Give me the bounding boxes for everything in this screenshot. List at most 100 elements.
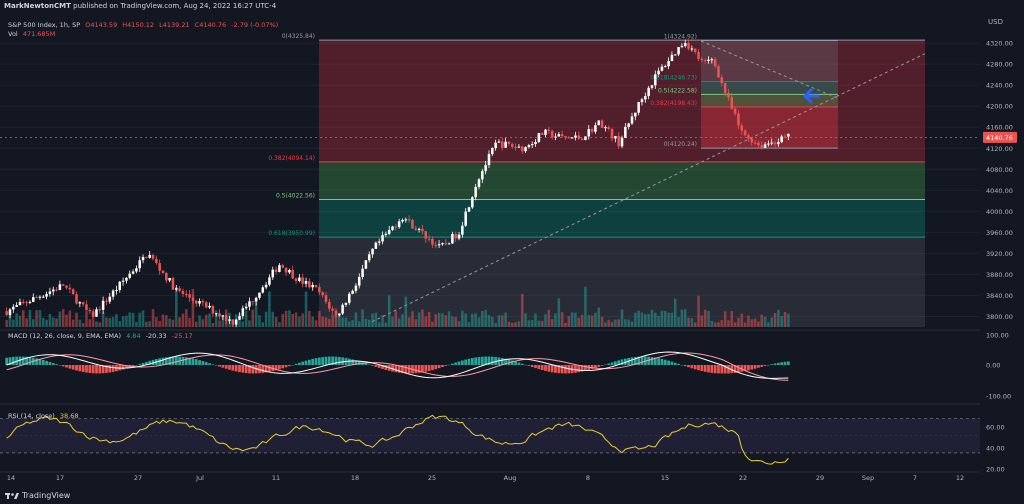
volume-bar (567, 316, 571, 327)
macd-histogram-bar (291, 364, 295, 366)
candle-body (387, 230, 391, 234)
price-axis[interactable]: USD 4320.00 4280.00 4240.00 4200.00 4160.00 41… (980, 0, 1024, 504)
rsi-tick-label: 40.00 (986, 445, 1005, 453)
macd-value-3: -25.17 (171, 332, 193, 340)
candle-body (424, 231, 428, 239)
axis-background (980, 0, 1024, 504)
volume-bar (61, 309, 65, 327)
rsi-label[interactable]: RSI (14, close) (8, 412, 55, 420)
candle-body (218, 313, 221, 317)
volume-bar (464, 313, 467, 327)
candle-body (198, 301, 201, 304)
macd-histogram-bar (693, 365, 697, 370)
candle-body (620, 137, 624, 147)
volume-bar (717, 322, 720, 327)
symbol-name[interactable]: S&P 500 Index, 1h, SP (8, 21, 81, 29)
volume-bar (387, 295, 391, 327)
publisher-name[interactable]: MarkNewtonCMT (4, 2, 71, 10)
macd-histogram-bar (500, 358, 504, 365)
volume-bar (294, 312, 298, 327)
macd-histogram-bar (145, 361, 148, 365)
candle-body (278, 265, 281, 272)
time-axis[interactable]: 14 17 27 Jul 11 18 25 Aug 8 15 22 29 Sep 7 12 (0, 471, 980, 482)
candle-body (384, 233, 388, 236)
macd-histogram-bar (517, 362, 521, 365)
volume-bar (537, 320, 541, 327)
volume-bar (501, 315, 504, 327)
volume-bar (341, 317, 344, 327)
volume-bar (218, 320, 221, 327)
price-tick-label: 3960.00 (986, 229, 1013, 237)
volume-bar (697, 295, 700, 327)
volume-bar (713, 322, 717, 327)
candle-body (407, 219, 411, 221)
volume-bar (55, 318, 58, 327)
candle-body (497, 141, 501, 143)
candle-body (524, 147, 527, 152)
macd-histogram-bar (547, 365, 551, 372)
volume-bar (610, 321, 614, 327)
volume-bar (584, 286, 587, 327)
candle-body (377, 241, 381, 243)
macd-histogram-bar (294, 363, 298, 365)
volume-bar (471, 313, 474, 327)
volume-bar (574, 312, 577, 327)
volume-bar (477, 317, 481, 327)
candle-body (640, 99, 644, 103)
macd-histogram-bar (713, 365, 717, 374)
price-candles (5, 39, 790, 328)
candle-body (78, 302, 82, 304)
candle-body (204, 302, 208, 308)
volume-bar (607, 320, 610, 327)
macd-histogram-bar (673, 362, 677, 365)
volume-bar (181, 313, 185, 327)
candle-body (131, 271, 135, 274)
macd-label[interactable]: MACD (12, 26, close, 9, EMA, EMA) (8, 332, 122, 340)
volume-bar (71, 319, 75, 327)
candle-body (683, 43, 687, 46)
candle-body (454, 234, 457, 239)
volume-bar (22, 310, 25, 327)
volume-bar (65, 314, 68, 327)
volume-bar (407, 317, 411, 327)
volume-bar (381, 315, 384, 327)
macd-histogram-bar (341, 357, 344, 365)
macd-histogram-bar (51, 363, 55, 365)
volume-bar (81, 322, 85, 327)
candle-body (580, 138, 584, 141)
macd-value-1: 4.84 (126, 332, 141, 340)
candle-body (670, 54, 674, 62)
macd-histogram-bar (431, 365, 434, 371)
macd-histogram-bar (700, 365, 704, 372)
volume-bar (91, 312, 95, 327)
macd-histogram-bar (647, 356, 650, 365)
fib-label: 0(4120.24) (664, 141, 697, 148)
candle-body (654, 74, 657, 86)
candle-body (61, 284, 65, 286)
candle-body (101, 300, 105, 310)
volume-bar (308, 310, 311, 327)
volume-bar (121, 316, 125, 327)
volume-bar (304, 291, 308, 327)
candle-body (723, 83, 727, 93)
candle-body (161, 270, 165, 273)
candle-body (248, 301, 251, 307)
volume-bar (650, 309, 654, 327)
macd-histogram-bar (763, 365, 767, 366)
macd-histogram-bar (723, 365, 727, 374)
tradingview-watermark[interactable]: TradingView (5, 491, 70, 500)
candle-body (447, 243, 451, 245)
volume-bar (28, 309, 32, 327)
volume-bar (5, 320, 8, 327)
macd-histogram-bar (737, 365, 740, 373)
candle-body (471, 197, 474, 208)
candle-body (624, 126, 627, 138)
candle-body (241, 308, 245, 317)
candle-body (737, 113, 740, 126)
volume-bar (411, 311, 414, 327)
volume-bar (624, 319, 627, 327)
candle-body (501, 141, 504, 148)
candle-body (717, 66, 720, 78)
volume-bar (318, 311, 321, 327)
